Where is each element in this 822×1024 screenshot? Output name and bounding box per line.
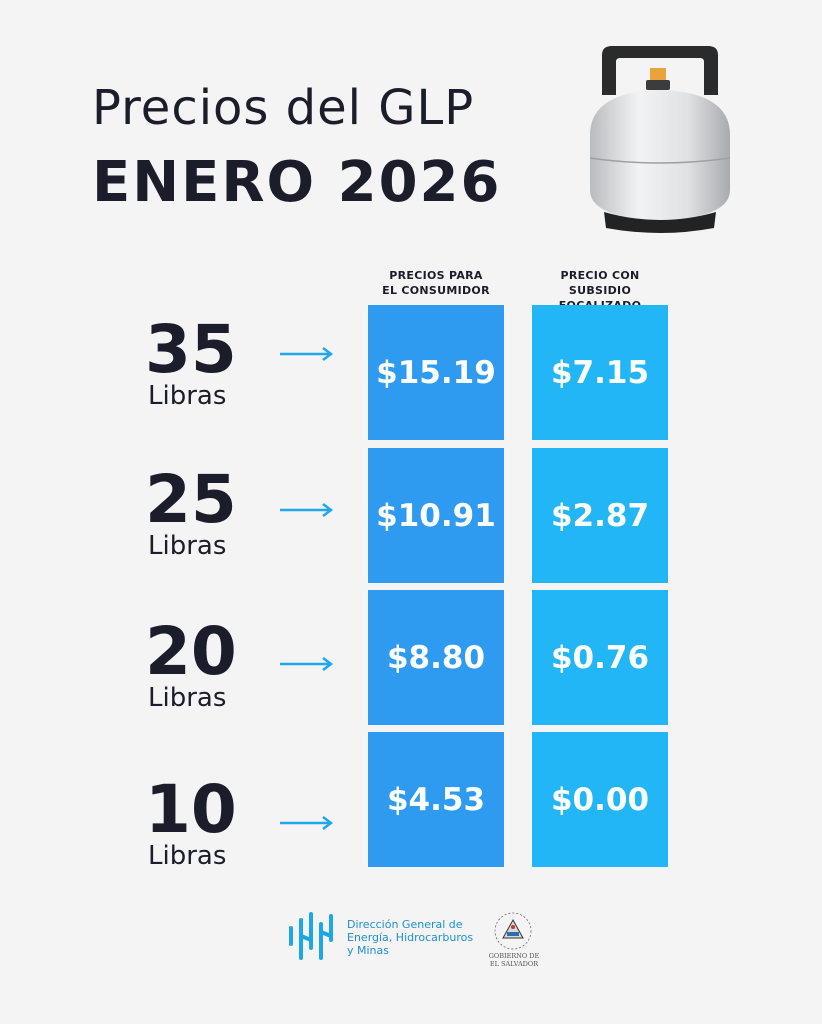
arrow-right-icon	[280, 503, 334, 517]
el-salvador-seal-icon	[494, 912, 532, 950]
cylinder-size: 20	[145, 613, 237, 690]
gas-cylinder-icon	[589, 46, 731, 233]
consumer-price-cell: $4.53	[368, 732, 504, 867]
cylinder-unit: Libras	[148, 381, 227, 411]
consumer-header-line1: PRECIOS PARA	[389, 269, 483, 282]
page-title-line2: ENERO 2026	[92, 150, 502, 215]
consumer-price-cell: $10.91	[368, 448, 504, 583]
subsidy-price-cell: $0.76	[532, 590, 668, 725]
page-title-line1: Precios del GLP	[92, 80, 475, 136]
consumer-column-header: PRECIOS PARA EL CONSUMIDOR	[368, 268, 504, 298]
row-label-10: 10 Libras	[145, 771, 255, 871]
subsidy-header-line1: PRECIO CON	[560, 269, 640, 282]
gov-line1: GOBIERNO DE	[488, 952, 540, 960]
cylinder-unit: Libras	[148, 531, 227, 561]
row-label-20: 20 Libras	[145, 613, 255, 713]
consumer-price-cell: $8.80	[368, 590, 504, 725]
arrow-right-icon	[280, 657, 334, 671]
org-line3: y Minas	[347, 944, 389, 957]
row-label-35: 35 Libras	[145, 311, 255, 411]
cylinder-unit: Libras	[148, 841, 227, 871]
arrow-right-icon	[280, 347, 334, 361]
org-line1: Dirección General de	[347, 918, 463, 931]
organization-name: Dirección General de Energía, Hidrocarbu…	[347, 918, 487, 957]
government-label: GOBIERNO DE EL SALVADOR	[478, 952, 550, 968]
gov-line2: EL SALVADOR	[489, 960, 539, 968]
arrow-right-icon	[280, 816, 334, 830]
consumer-header-line2: EL CONSUMIDOR	[382, 284, 490, 297]
org-line2: Energía, Hidrocarburos	[347, 931, 474, 944]
subsidy-price-cell: $0.00	[532, 732, 668, 867]
cylinder-size: 35	[145, 311, 237, 388]
subsidy-price-cell: $2.87	[532, 448, 668, 583]
row-label-25: 25 Libras	[145, 461, 255, 561]
dgehm-logo-icon	[289, 912, 333, 960]
subsidy-price-cell: $7.15	[532, 305, 668, 440]
consumer-price-cell: $15.19	[368, 305, 504, 440]
cylinder-size: 25	[145, 461, 237, 538]
cylinder-size: 10	[145, 771, 237, 848]
cylinder-unit: Libras	[148, 683, 227, 713]
